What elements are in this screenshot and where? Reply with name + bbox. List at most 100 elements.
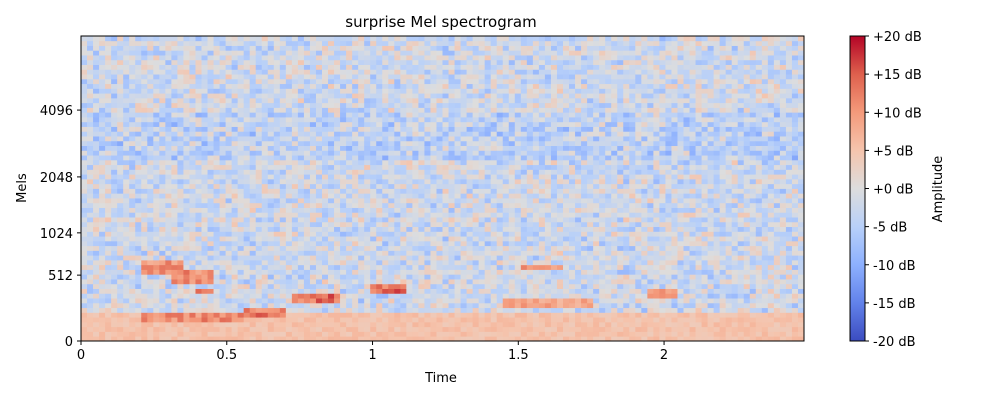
heatmap-cell — [81, 259, 88, 266]
heatmap-cell — [544, 231, 552, 237]
heatmap-cell — [502, 164, 510, 170]
heatmap-cell — [117, 102, 124, 108]
heatmap-cell — [352, 274, 359, 280]
heatmap-cell — [382, 183, 389, 189]
heatmap-cell — [261, 50, 269, 56]
heatmap-cell — [364, 169, 371, 175]
heatmap-cell — [303, 55, 311, 61]
heatmap-cell — [352, 331, 359, 337]
heatmap-cell — [400, 145, 407, 151]
heatmap-cell — [442, 107, 449, 113]
heatmap-cell — [111, 107, 118, 113]
heatmap-cell — [195, 240, 202, 247]
heatmap-cell — [291, 164, 299, 170]
heatmap-cell — [195, 312, 202, 318]
heatmap-cell — [544, 221, 552, 228]
heatmap-cell — [460, 293, 468, 299]
heatmap-cell — [454, 188, 461, 194]
heatmap-cell — [315, 307, 323, 313]
heatmap-cell — [285, 164, 293, 170]
heatmap-cell — [328, 97, 335, 104]
heatmap-cell — [279, 78, 287, 85]
heatmap-cell — [328, 193, 335, 199]
heatmap-cell — [309, 74, 317, 80]
heatmap-cell — [117, 64, 124, 70]
heatmap-cell — [183, 202, 190, 208]
heatmap-cell — [261, 231, 269, 237]
heatmap-cell — [219, 274, 227, 280]
heatmap-cell — [231, 288, 239, 294]
heatmap-cell — [478, 64, 486, 70]
heatmap-cell — [484, 274, 492, 280]
heatmap-cell — [297, 283, 305, 289]
heatmap-cell — [538, 83, 546, 89]
heatmap-cell — [466, 221, 474, 228]
heatmap-cell — [93, 259, 100, 266]
heatmap-cell — [177, 107, 184, 113]
heatmap-cell — [285, 74, 293, 80]
heatmap-cell — [249, 112, 257, 118]
heatmap-cell — [478, 50, 486, 56]
heatmap-cell — [334, 231, 341, 237]
heatmap-cell — [364, 245, 371, 251]
heatmap-cell — [376, 164, 383, 170]
heatmap-cell — [346, 155, 353, 161]
heatmap-cell — [454, 279, 461, 285]
heatmap-cell — [388, 198, 395, 204]
heatmap-cell — [370, 188, 377, 194]
heatmap-cell — [538, 255, 546, 261]
heatmap-cell — [430, 274, 437, 280]
heatmap-cell — [382, 336, 389, 342]
heatmap-cell — [526, 136, 534, 142]
heatmap-cell — [328, 159, 335, 166]
heatmap-cell — [267, 126, 275, 132]
heatmap-cell — [478, 36, 486, 42]
heatmap-cell — [430, 283, 437, 289]
heatmap-cell — [370, 159, 377, 166]
heatmap-cell — [129, 88, 136, 94]
heatmap-cell — [267, 202, 275, 208]
heatmap-cell — [81, 36, 88, 42]
heatmap-cell — [370, 317, 377, 323]
heatmap-cell — [412, 312, 419, 318]
heatmap-cell — [147, 55, 154, 61]
heatmap-cell — [430, 93, 437, 99]
heatmap-cell — [442, 155, 449, 161]
heatmap-cell — [454, 331, 461, 337]
heatmap-cell — [171, 293, 178, 299]
heatmap-cell — [195, 126, 202, 132]
heatmap-cell — [159, 97, 166, 104]
heatmap-cell — [153, 40, 160, 46]
heatmap-cell — [249, 117, 257, 123]
heatmap-cell — [424, 126, 431, 132]
heatmap-cell — [538, 64, 546, 70]
heatmap-cell — [249, 236, 257, 242]
heatmap-cell — [183, 226, 190, 232]
heatmap-cell — [129, 274, 136, 280]
heatmap-cell — [358, 78, 365, 85]
heatmap-cell — [135, 283, 142, 289]
heatmap-cell — [466, 321, 474, 328]
heatmap-cell — [303, 231, 311, 237]
heatmap-cell — [418, 59, 425, 65]
heatmap-cell — [400, 221, 407, 228]
heatmap-cell — [111, 193, 118, 199]
heatmap-cell — [159, 155, 166, 161]
heatmap-cell — [382, 255, 389, 261]
heatmap-cell — [177, 231, 184, 237]
heatmap-cell — [135, 136, 142, 142]
heatmap-cell — [129, 164, 136, 170]
heatmap-cell — [93, 279, 100, 285]
heatmap-cell — [285, 326, 293, 332]
heatmap-cell — [315, 188, 323, 194]
heatmap-cell — [171, 255, 178, 261]
heatmap-cell — [141, 240, 148, 247]
heatmap-cell — [352, 97, 359, 104]
heatmap-cell — [201, 131, 208, 137]
heatmap-cell — [177, 331, 184, 337]
heatmap-cell — [322, 55, 329, 61]
heatmap-cell — [255, 217, 263, 223]
heatmap-cell — [147, 74, 154, 80]
heatmap-cell — [81, 212, 88, 218]
heatmap-cell — [261, 269, 269, 275]
